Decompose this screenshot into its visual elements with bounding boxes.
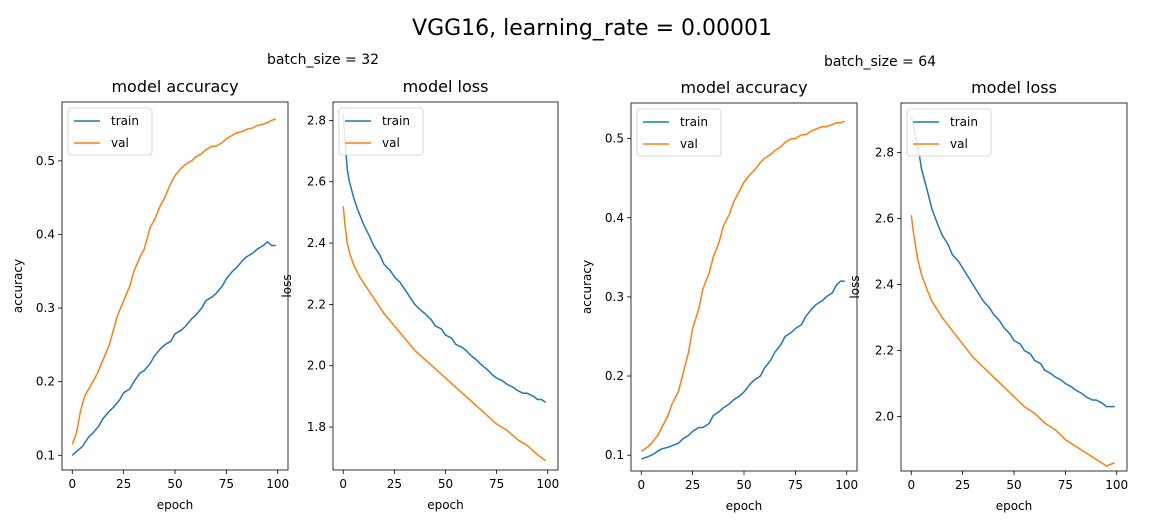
axes-frame-panel-2 [630, 102, 858, 472]
legend-box [338, 107, 424, 156]
y-tick-label: 2.8 [875, 146, 894, 160]
legend-box [636, 108, 722, 157]
axes-frame-panel-1 [332, 101, 559, 471]
x-tick-label: 75 [219, 477, 234, 491]
x-tick-label: 25 [685, 478, 700, 492]
y-tick-label: 0.3 [36, 301, 55, 315]
legend-box [906, 108, 992, 157]
x-axis-label: epoch [726, 499, 763, 513]
chart-title: model loss [403, 77, 489, 96]
y-tick-label: 0.3 [605, 290, 624, 304]
series-line-val-panel-2 [640, 120, 845, 452]
chart-panel-loss-batch-32: 0 25 50 75 100 1.8 2.0 2.2 2.4 2.6 2.8 model loss ep… [280, 77, 559, 512]
chart-panel-accuracy-batch-32: 0 25 50 75 100 0.1 0.2 0.3 0.4 0.5 model accuracy e… [11, 77, 289, 512]
legend-label-val: val [680, 137, 698, 151]
legend-label-train: train [680, 115, 708, 129]
x-axis-label: epoch [427, 498, 464, 512]
chart-panel-loss-batch-64: 0 25 50 75 100 2.0 2.2 2.4 2.6 2.8 model loss epoch… [848, 78, 1128, 513]
x-tick-label: 0 [68, 477, 76, 491]
group-title-batch-64: batch_size = 64 [824, 54, 936, 70]
legend-label-val: val [382, 136, 400, 150]
x-axis-label: epoch [996, 499, 1033, 513]
chart-title: model accuracy [111, 77, 238, 96]
y-tick-label: 0.2 [605, 369, 624, 383]
legend-label-val: val [111, 136, 129, 150]
series-line-val-panel-0 [71, 118, 276, 445]
legend-label-train: train [111, 114, 139, 128]
chart-title: model accuracy [680, 78, 807, 97]
y-tick-label: 0.5 [605, 132, 624, 146]
series-line-train-panel-0 [71, 241, 276, 456]
chart-panel-accuracy-batch-64: 0 25 50 75 100 0.1 0.2 0.3 0.4 0.5 model accuracy e… [580, 78, 858, 513]
y-axis-label: accuracy [580, 260, 594, 314]
x-axis-label: epoch [157, 498, 194, 512]
series-line-val-panel-1 [342, 206, 547, 462]
y-tick-label: 0.5 [36, 154, 55, 168]
y-tick-label: 0.2 [36, 375, 55, 389]
x-tick-label: 50 [167, 477, 182, 491]
legend-label-val: val [950, 137, 968, 151]
x-tick-label: 0 [637, 478, 645, 492]
y-tick-label: 2.8 [307, 113, 326, 127]
group-title-batch-32: batch_size = 32 [267, 52, 379, 68]
y-tick-label: 0.1 [36, 448, 55, 462]
y-tick-label: 2.0 [875, 410, 894, 424]
legend-label-train: train [950, 115, 978, 129]
y-tick-label: 2.2 [875, 344, 894, 358]
x-tick-label: 100 [1105, 478, 1128, 492]
y-tick-label: 2.6 [875, 212, 894, 226]
legend-label-train: train [382, 114, 410, 128]
x-tick-label: 25 [116, 477, 131, 491]
x-tick-label: 0 [907, 478, 915, 492]
y-tick-label: 2.6 [307, 175, 326, 189]
y-axis-label: loss [280, 274, 294, 297]
y-tick-label: 0.1 [605, 448, 624, 462]
series-line-train-panel-3 [910, 116, 1115, 408]
figure-title: VGG16, learning_rate = 0.00001 [412, 16, 772, 41]
y-tick-label: 1.8 [307, 420, 326, 434]
y-tick-label: 2.4 [875, 278, 894, 292]
y-tick-label: 2.4 [307, 236, 326, 250]
legend-box [67, 107, 153, 156]
y-tick-label: 2.0 [307, 359, 326, 373]
x-tick-label: 50 [1006, 478, 1021, 492]
x-tick-label: 50 [438, 477, 453, 491]
x-tick-label: 75 [788, 478, 803, 492]
x-tick-label: 75 [489, 477, 504, 491]
x-tick-label: 100 [266, 477, 289, 491]
y-axis-label: accuracy [11, 259, 25, 313]
x-tick-label: 75 [1058, 478, 1073, 492]
y-axis-label: loss [848, 275, 862, 298]
x-tick-label: 50 [736, 478, 751, 492]
axes-frame-panel-3 [900, 102, 1128, 472]
x-tick-label: 100 [536, 477, 559, 491]
x-tick-label: 25 [387, 477, 402, 491]
series-line-val-panel-3 [910, 215, 1115, 467]
chart-title: model loss [971, 78, 1057, 97]
y-tick-label: 0.4 [36, 227, 55, 241]
x-tick-label: 100 [835, 478, 858, 492]
series-line-train-panel-2 [641, 280, 845, 460]
x-tick-label: 0 [339, 477, 347, 491]
x-tick-label: 25 [955, 478, 970, 492]
y-tick-label: 0.4 [605, 211, 624, 225]
axes-frame-panel-0 [61, 101, 289, 471]
series-line-train-panel-1 [342, 114, 547, 404]
y-tick-label: 2.2 [307, 297, 326, 311]
